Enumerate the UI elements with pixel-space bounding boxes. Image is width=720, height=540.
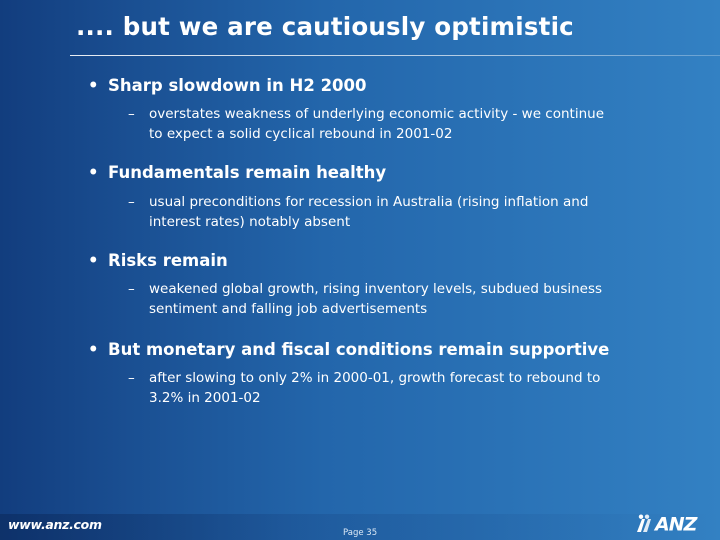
subpoint-dash: – <box>128 370 135 386</box>
bullet-heading-text: Sharp slowdown in H2 2000 <box>108 76 367 95</box>
subpoint-dash: – <box>128 194 135 210</box>
subpoint-line: usual preconditions for recession in Aus… <box>149 194 589 210</box>
subpoint-line: sentiment and falling job advertisements <box>149 301 428 317</box>
bullet-marker: • <box>88 340 99 359</box>
title-divider <box>70 55 720 56</box>
subpoint-line: overstates weakness of underlying econom… <box>149 106 605 122</box>
bullet-heading: • But monetary and fiscal conditions rema… <box>88 340 609 359</box>
bullet-subpoint: – weakened global growth, rising invento… <box>128 279 703 319</box>
bullet-heading: • Risks remain <box>88 251 228 270</box>
subpoint-dash: – <box>128 106 135 122</box>
subpoint-line: weakened global growth, rising inventory… <box>149 281 603 297</box>
subpoint-line: interest rates) notably absent <box>149 214 351 230</box>
logo-wordmark: ANZ <box>653 514 699 535</box>
slide-title: .... but we are cautiously optimistic <box>76 12 574 41</box>
bullet-marker: • <box>88 76 99 95</box>
bullet-subpoint: – usual preconditions for recession in A… <box>128 192 703 232</box>
website-link[interactable]: www.anz.com <box>8 517 102 532</box>
footer-bar <box>0 514 720 540</box>
bullet-marker: • <box>88 163 99 182</box>
bullet-heading-text: Risks remain <box>108 251 228 270</box>
bullet-marker: • <box>88 251 99 270</box>
subpoint-line: 3.2% in 2001-02 <box>149 390 261 406</box>
bullet-heading: • Sharp slowdown in H2 2000 <box>88 76 367 95</box>
subpoint-line: after slowing to only 2% in 2000-01, gro… <box>149 370 601 386</box>
bullet-subpoint: – overstates weakness of underlying econ… <box>128 104 703 144</box>
subpoint-dash: – <box>128 281 135 297</box>
bullet-subpoint: – after slowing to only 2% in 2000-01, g… <box>128 368 703 408</box>
bullet-heading: • Fundamentals remain healthy <box>88 163 386 182</box>
anz-logo: ANZ <box>637 514 700 535</box>
page-number: Page 35 <box>343 528 378 538</box>
bullet-heading-text: But monetary and fiscal conditions remai… <box>108 340 610 359</box>
bullet-heading-text: Fundamentals remain healthy <box>108 163 387 182</box>
subpoint-line: to expect a solid cyclical rebound in 20… <box>149 126 453 142</box>
